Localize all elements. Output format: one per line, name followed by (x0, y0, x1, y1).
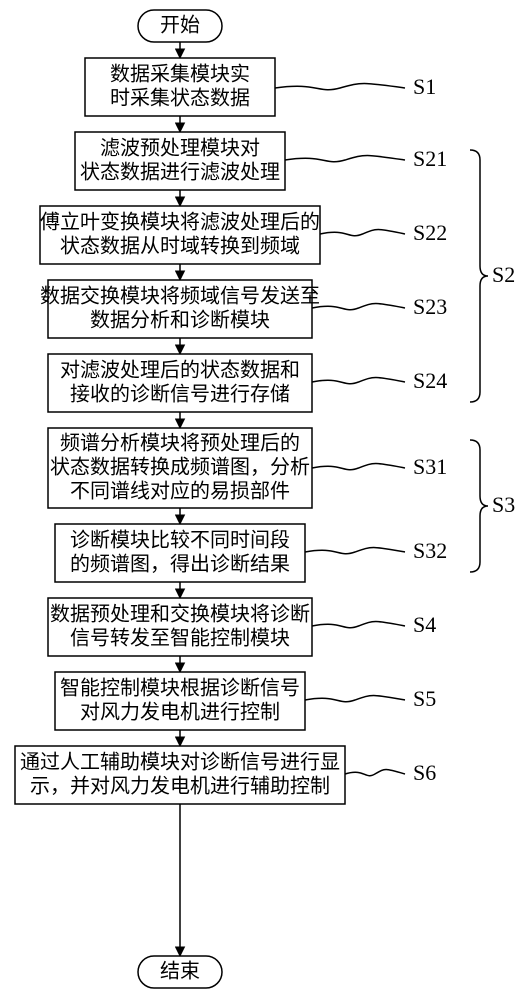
callout-leader-s4 (312, 622, 405, 628)
step-s31-line-2: 不同谱线对应的易损部件 (70, 480, 290, 503)
callout-leader-s5 (305, 696, 405, 702)
step-s21-line-0: 滤波预处理模块对 (100, 137, 260, 160)
callout-leader-s1 (275, 84, 405, 90)
group-brace-S2 (470, 150, 488, 402)
step-s4-line-0: 数据预处理和交换模块将诊断 (50, 603, 310, 626)
callout-label-s22: S22 (413, 220, 447, 245)
step-s32-line-0: 诊断模块比较不同时间段 (70, 529, 290, 552)
step-s24: 对滤波处理后的状态数据和接收的诊断信号进行存储 (48, 354, 312, 412)
flowchart-canvas: 开始结束数据采集模块实时采集状态数据滤波预处理模块对状态数据进行滤波处理傅立叶变… (0, 0, 515, 1000)
step-s31: 频谱分析模块将预处理后的状态数据转换成频谱图，分析不同谱线对应的易损部件 (48, 428, 312, 508)
step-s23-line-1: 数据分析和诊断模块 (90, 309, 270, 332)
group-label-S2: S2 (492, 262, 515, 287)
step-s21: 滤波预处理模块对状态数据进行滤波处理 (75, 132, 285, 190)
step-s31-line-0: 频谱分析模块将预处理后的 (60, 432, 300, 455)
step-s1-line-1: 时采集状态数据 (110, 87, 250, 110)
callout-leader-s24 (312, 378, 405, 384)
callout-leader-s31 (312, 464, 405, 470)
callout-label-s1: S1 (413, 74, 436, 99)
group-brace-S3 (470, 440, 488, 572)
callout-label-s24: S24 (413, 368, 447, 393)
step-s22: 傅立叶变换模块将滤波处理后的状态数据从时域转换到频域 (40, 206, 320, 264)
callout-leader-s6 (345, 770, 405, 776)
step-s22-line-0: 傅立叶变换模块将滤波处理后的 (40, 211, 320, 234)
step-s24-line-0: 对滤波处理后的状态数据和 (60, 359, 300, 382)
group-label-S3: S3 (492, 492, 515, 517)
step-s5-line-1: 对风力发电机进行控制 (80, 701, 280, 724)
step-s6: 通过人工辅助模块对诊断信号进行显示，并对风力发电机进行辅助控制 (15, 746, 345, 804)
start-label: 开始 (160, 14, 200, 37)
step-s4: 数据预处理和交换模块将诊断信号转发至智能控制模块 (48, 598, 312, 656)
callout-label-s4: S4 (413, 612, 436, 637)
step-s23: 数据交换模块将频域信号发送至数据分析和诊断模块 (40, 280, 320, 338)
callout-label-s32: S32 (413, 538, 447, 563)
step-s1: 数据采集模块实时采集状态数据 (85, 58, 275, 116)
callout-label-s5: S5 (413, 686, 436, 711)
callout-label-s21: S21 (413, 146, 447, 171)
step-s22-line-1: 状态数据从时域转换到频域 (60, 235, 300, 258)
callout-leader-s32 (305, 548, 405, 554)
callout-leader-s23 (312, 304, 405, 310)
callout-label-s31: S31 (413, 454, 447, 479)
start-terminal: 开始 (138, 10, 222, 42)
callout-label-s6: S6 (413, 760, 436, 785)
end-terminal: 结束 (138, 956, 222, 988)
callout-label-s23: S23 (413, 294, 447, 319)
step-s23-line-0: 数据交换模块将频域信号发送至 (40, 285, 320, 308)
step-s6-line-0: 通过人工辅助模块对诊断信号进行显 (20, 751, 340, 774)
callout-leader-s22 (320, 230, 405, 236)
callout-leader-s21 (285, 156, 405, 162)
step-s1-line-0: 数据采集模块实 (110, 63, 250, 86)
step-s24-line-1: 接收的诊断信号进行存储 (70, 383, 290, 406)
step-s4-line-1: 信号转发至智能控制模块 (70, 627, 290, 650)
step-s5: 智能控制模块根据诊断信号对风力发电机进行控制 (55, 672, 305, 730)
step-s21-line-1: 状态数据进行滤波处理 (80, 161, 280, 184)
end-label: 结束 (160, 960, 200, 983)
step-s6-line-1: 示，并对风力发电机进行辅助控制 (30, 775, 330, 798)
step-s32: 诊断模块比较不同时间段的频谱图，得出诊断结果 (55, 524, 305, 582)
groups-layer: S2 S3 (470, 150, 515, 572)
step-s5-line-0: 智能控制模块根据诊断信号 (60, 677, 300, 700)
step-s31-line-1: 状态数据转换成频谱图，分析 (50, 456, 310, 479)
step-s32-line-1: 的频谱图，得出诊断结果 (70, 553, 290, 576)
